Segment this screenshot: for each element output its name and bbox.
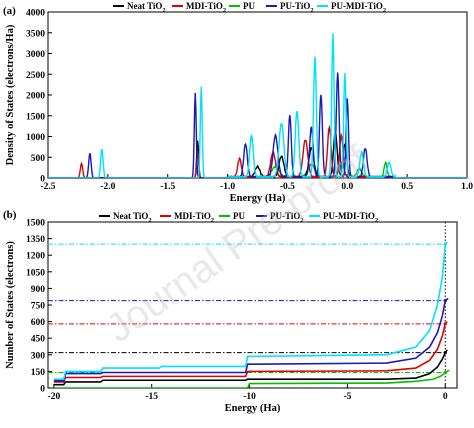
y-tick-label: 0 bbox=[40, 385, 45, 395]
series-line-pu bbox=[53, 369, 450, 388]
y-axis-label: Number of States (electrons) bbox=[5, 241, 16, 369]
y-axis-label: Density of States (electrons/Ha) bbox=[5, 24, 16, 165]
y-tick-label: 2000 bbox=[26, 92, 45, 102]
legend-label-subscript: 2 bbox=[310, 7, 313, 14]
legend-entry-pu-tio2: PU-TiO2 bbox=[270, 211, 304, 224]
legend-entry-neat-tio2: Neat TiO2 bbox=[127, 1, 166, 14]
legend-entry-pu-tio2: PU-TiO2 bbox=[280, 1, 314, 14]
y-tick-label: 1050 bbox=[26, 268, 45, 278]
x-axis-label: Energy (Ha) bbox=[225, 403, 281, 414]
x-tick-label: -2.5 bbox=[40, 182, 55, 192]
legend-entry-mdi-tio2: MDI-TiO2 bbox=[186, 1, 226, 14]
series-line-pu-mdi-tio2 bbox=[48, 33, 467, 178]
series-line-mdi-tio2 bbox=[48, 124, 467, 178]
legend-label: PU-MDI-TiO bbox=[323, 211, 375, 221]
fermi-point-pu-tio2 bbox=[443, 298, 447, 303]
x-tick-label: 0 bbox=[443, 392, 448, 402]
fermi-point-pu-mdi-tio2 bbox=[443, 242, 447, 246]
legend-label: PU-TiO bbox=[280, 1, 310, 11]
legend-label: Neat TiO bbox=[127, 1, 162, 11]
y-tick-label: 750 bbox=[31, 302, 46, 312]
y-tick-label: 0 bbox=[40, 175, 45, 185]
legend-label: PU bbox=[243, 1, 255, 11]
legend-label-subscript: 2 bbox=[162, 7, 165, 14]
panel-a-dos-chart: -2.5 -2.0 -1.5 -1.0 -0.5 0.0 0.5 1.0 0 500 1000 150… bbox=[3, 1, 473, 204]
x-tick-label: -1.0 bbox=[220, 182, 235, 192]
x-axis-label: Energy (Ha) bbox=[230, 193, 286, 204]
legend-label: PU-TiO bbox=[270, 211, 300, 221]
y-tick-label: 1200 bbox=[26, 252, 45, 262]
legend-entry-mdi-tio2: MDI-TiO2 bbox=[174, 211, 214, 224]
x-tick-label: 1.0 bbox=[461, 182, 473, 192]
fermi-point-mdi-tio2 bbox=[443, 322, 447, 326]
x-tick-label: -0.5 bbox=[280, 182, 295, 192]
y-tick-label: 3500 bbox=[26, 29, 45, 39]
fermi-point-pu bbox=[443, 370, 447, 375]
series-line-pu bbox=[48, 161, 467, 178]
y-tick-label: 2500 bbox=[26, 71, 45, 81]
legend-label: Neat TiO bbox=[113, 211, 148, 221]
panel-tag: (b) bbox=[3, 209, 17, 221]
legend-label: MDI-TiO bbox=[186, 1, 223, 11]
panel-b-nos-chart: -20 -15 -10 -5 0 0 150 300 450 600 750 900 1050 1200 1… bbox=[3, 209, 458, 414]
series-line-pu-tio2 bbox=[53, 297, 449, 382]
y-tick-label: 1500 bbox=[26, 219, 45, 229]
y-tick-label: 600 bbox=[31, 318, 46, 328]
y-tick-label: 4000 bbox=[26, 9, 45, 19]
y-tick-label: 3000 bbox=[26, 50, 45, 60]
plot-frame bbox=[47, 11, 468, 179]
y-tick-label: 1500 bbox=[26, 112, 45, 122]
legend-entry-pu-mdi-tio2: PU-MDI-TiO2 bbox=[331, 1, 386, 14]
legend-entry-pu-mdi-tio2: PU-MDI-TiO2 bbox=[323, 211, 378, 224]
legend-entry-pu: PU bbox=[233, 211, 245, 221]
x-tick-label: 0.0 bbox=[341, 182, 353, 192]
series-line-neat-tio2 bbox=[48, 130, 467, 178]
y-tick-label: 450 bbox=[31, 335, 46, 345]
y-tick-label: 900 bbox=[31, 285, 46, 295]
x-tick-label: -2.0 bbox=[100, 182, 115, 192]
legend-label-subscript: 2 bbox=[375, 217, 378, 224]
legend-label: PU bbox=[233, 211, 245, 221]
legend-label: PU-MDI-TiO bbox=[331, 1, 383, 11]
series-line-pu-mdi-tio2 bbox=[53, 241, 448, 380]
legend-label-subscript: 2 bbox=[223, 7, 226, 14]
x-tick-label: 0.5 bbox=[401, 182, 413, 192]
legend-label-subscript: 2 bbox=[383, 7, 386, 14]
y-tick-label: 500 bbox=[31, 154, 46, 164]
legend-entry-neat-tio2: Neat TiO2 bbox=[113, 211, 152, 224]
x-tick-label: -1.5 bbox=[160, 182, 175, 192]
x-tick-label: -10 bbox=[243, 392, 256, 402]
legend-entry-pu: PU bbox=[243, 1, 255, 11]
series-line-neat-tio2 bbox=[53, 349, 448, 386]
legend-label-subscript: 2 bbox=[300, 217, 303, 224]
y-tick-label: 1350 bbox=[26, 235, 45, 245]
panel-tag: (a) bbox=[3, 5, 16, 17]
x-tick-label: -5 bbox=[343, 392, 351, 402]
legend-label-subscript: 2 bbox=[211, 217, 214, 224]
legend-label: MDI-TiO bbox=[174, 211, 211, 221]
x-tick-label: -20 bbox=[48, 392, 61, 402]
x-tick-label: -15 bbox=[145, 392, 158, 402]
y-tick-label: 1000 bbox=[26, 133, 45, 143]
fermi-point-neat-tio2 bbox=[443, 350, 447, 355]
series-line-mdi-tio2 bbox=[53, 321, 448, 383]
legend-label-subscript: 2 bbox=[148, 217, 151, 224]
y-tick-label: 150 bbox=[31, 368, 46, 378]
y-tick-label: 300 bbox=[31, 351, 46, 361]
series-line-pu-tio2 bbox=[48, 72, 467, 178]
